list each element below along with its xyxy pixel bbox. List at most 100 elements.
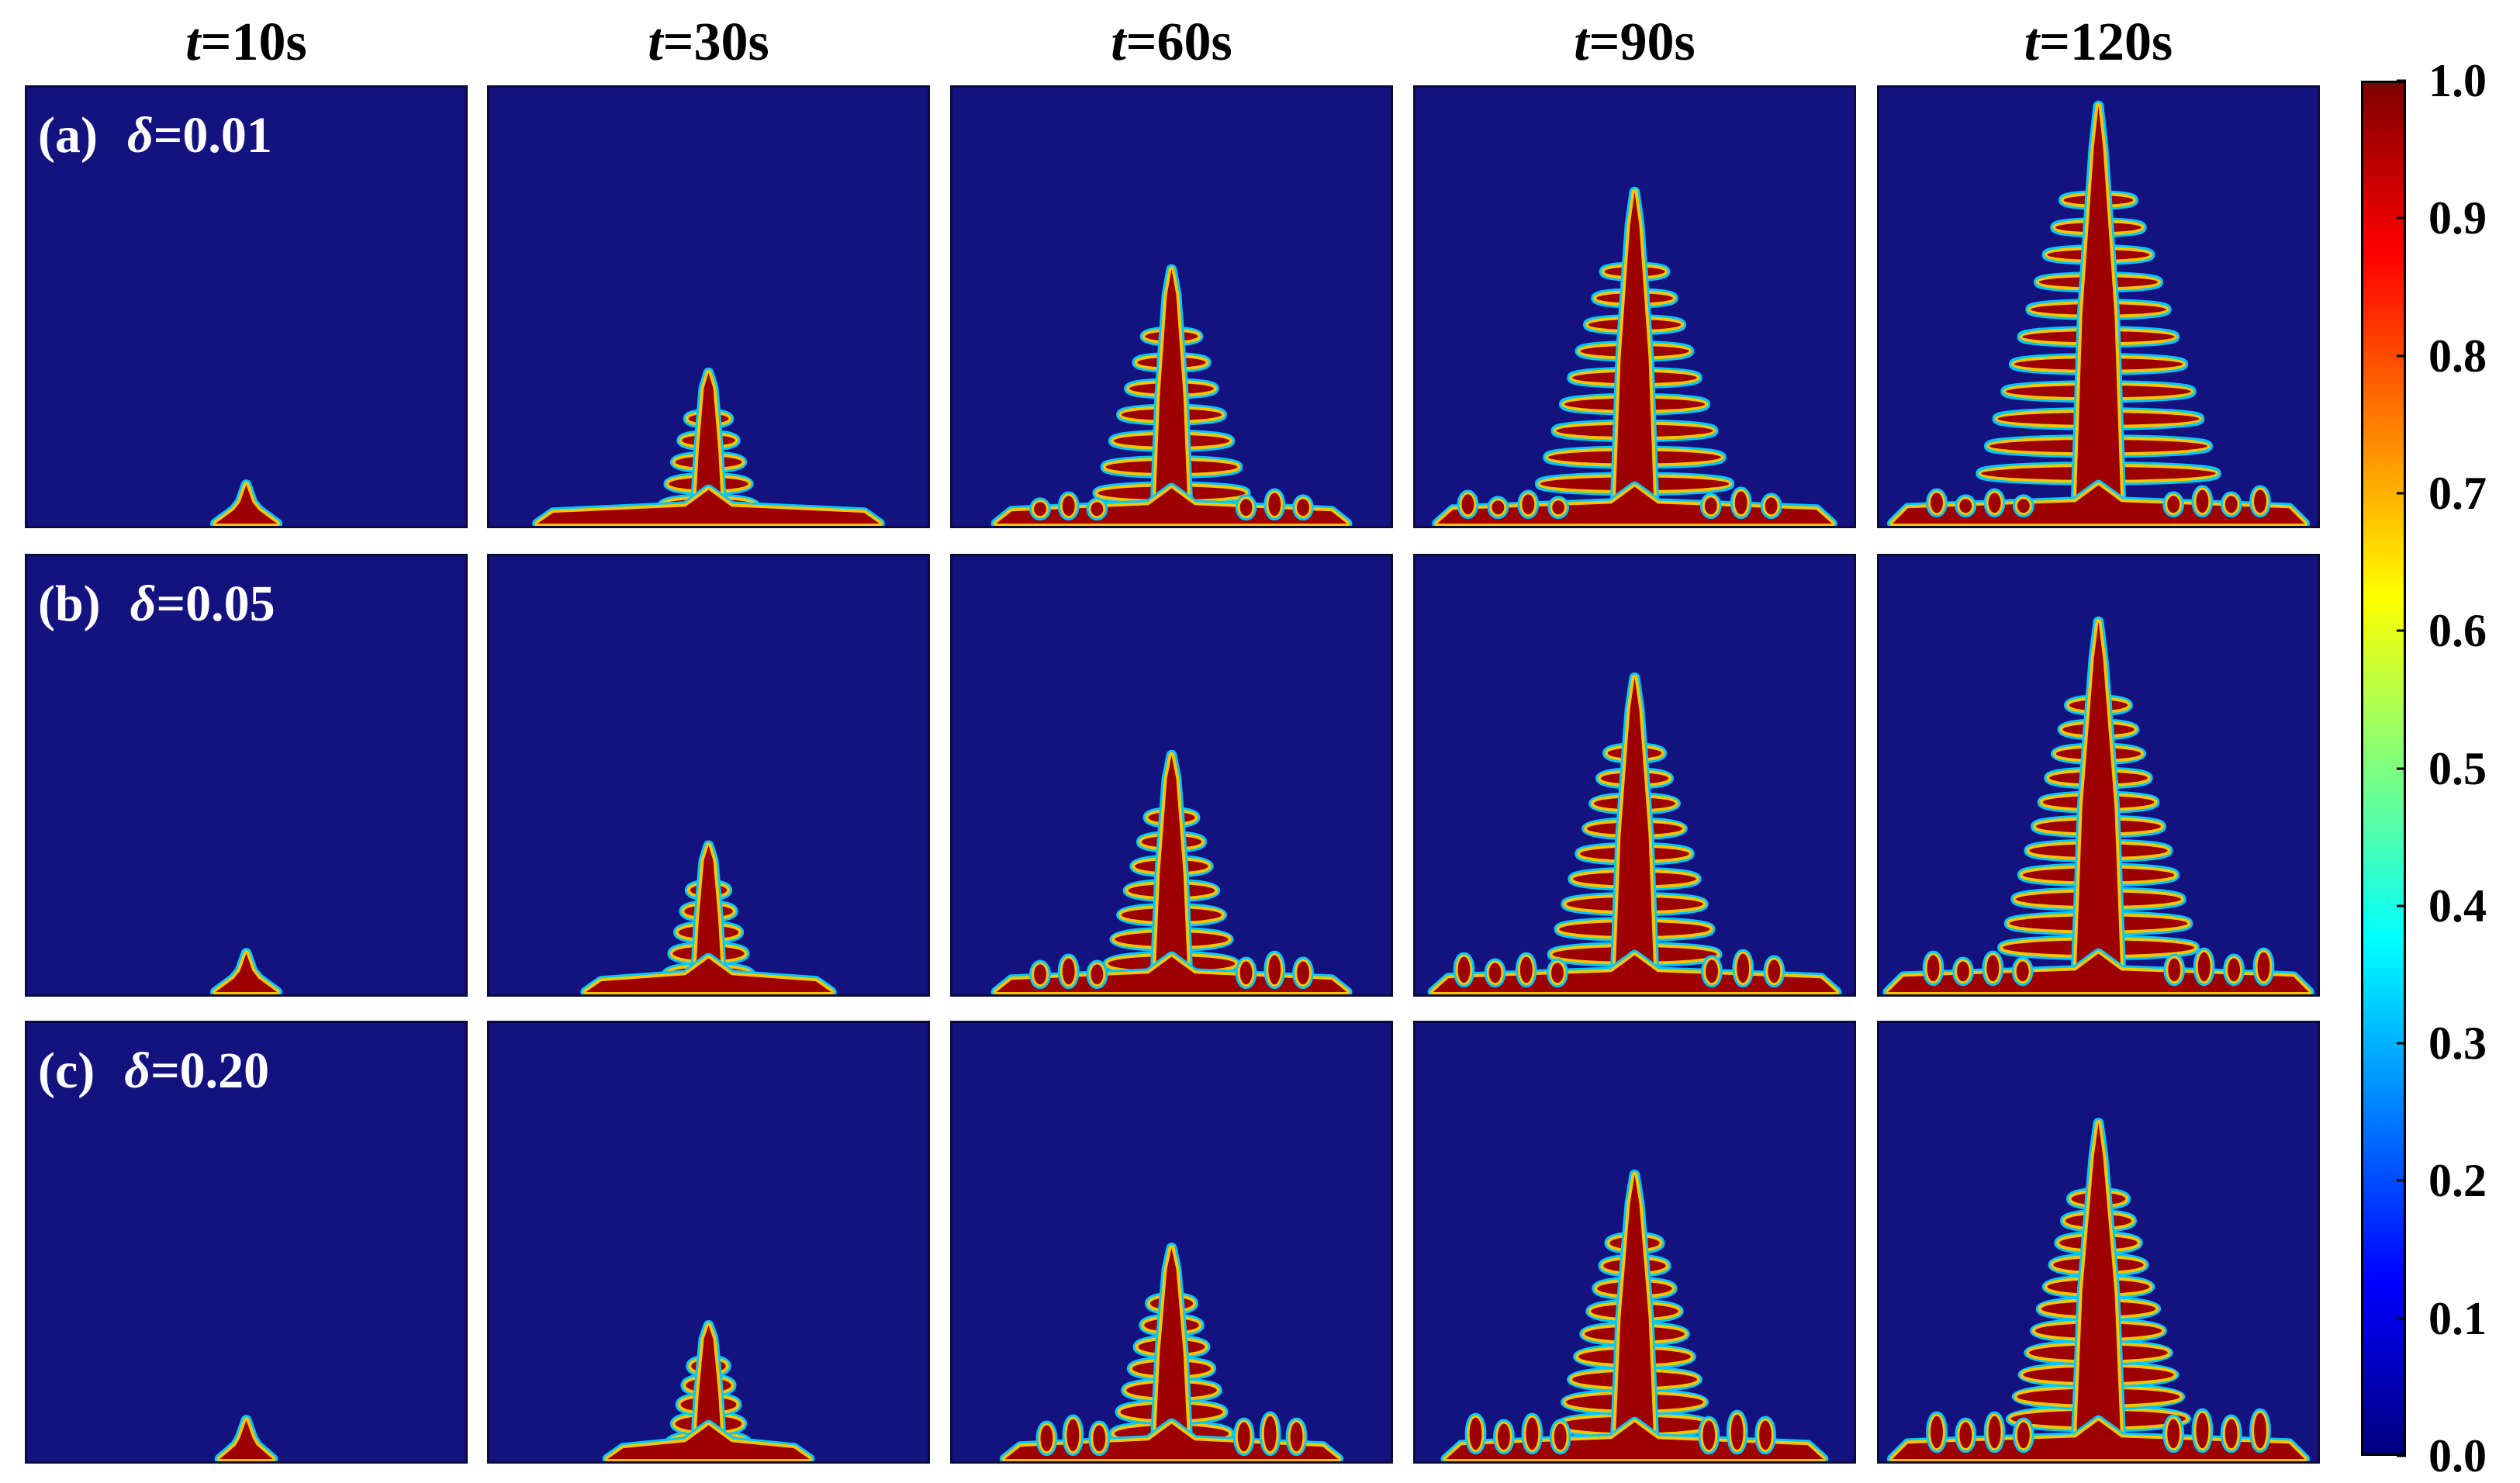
dendrite-solid bbox=[2016, 961, 2029, 982]
panel-row1-col1: (a) δ=0.01 bbox=[25, 85, 468, 528]
colorbar-tick-mark bbox=[2397, 767, 2406, 769]
dendrite-solid bbox=[996, 488, 1347, 524]
dendrite-solid bbox=[1290, 1422, 1303, 1452]
dendrite-solid bbox=[1433, 955, 1837, 993]
panel-row1-col3 bbox=[950, 85, 1393, 528]
dendrite-solid bbox=[1737, 953, 1750, 983]
panel-row2-col5 bbox=[1877, 554, 2320, 997]
dendrite-solid bbox=[220, 1420, 273, 1460]
colorbar-tick-label: 0.4 bbox=[2428, 880, 2487, 932]
phase-field-map bbox=[990, 264, 1353, 526]
colorbar-tick-mark bbox=[2397, 1179, 2406, 1182]
phase-field-map bbox=[1440, 1169, 1829, 1461]
dendrite-solid bbox=[1066, 1419, 1080, 1452]
dendrite-solid bbox=[1554, 1423, 1567, 1450]
dendrite-solid bbox=[1959, 499, 1972, 513]
time-value: =120s bbox=[2039, 12, 2173, 72]
colorbar-tick-mark bbox=[2397, 1317, 2406, 1320]
time-symbol: t bbox=[648, 12, 663, 72]
phase-field-map bbox=[1887, 100, 2310, 526]
dendrite-solid bbox=[1154, 1248, 1189, 1460]
panel-row2-col1: (b) δ=0.05 bbox=[25, 554, 468, 997]
dendrite bbox=[1432, 186, 1837, 526]
dendrite-solid bbox=[1492, 500, 1505, 515]
panel-row3-col3 bbox=[950, 1021, 1393, 1464]
row-label: (c) δ=0.20 bbox=[38, 1040, 269, 1102]
dendrite-solid bbox=[2075, 1123, 2122, 1460]
dendrite-solid bbox=[1263, 1416, 1277, 1452]
dendrite-solid bbox=[2168, 958, 2181, 982]
dendrite-solid bbox=[1488, 963, 1502, 983]
colorbar-tick-label: 0.3 bbox=[2428, 1018, 2487, 1070]
dendrite-solid bbox=[2254, 1412, 2266, 1449]
dendrite-solid bbox=[215, 953, 278, 993]
colorbar-tick-mark bbox=[2397, 354, 2406, 358]
phase-field-map bbox=[999, 1243, 1344, 1461]
dendrite-solid bbox=[1034, 964, 1046, 985]
colorbar-tick-mark bbox=[2397, 216, 2406, 220]
phase-field-map bbox=[1887, 1118, 2310, 1461]
panel-row1-col5 bbox=[1877, 85, 2320, 528]
dendrite-solid bbox=[1237, 1422, 1250, 1452]
dendrite-solid bbox=[1614, 1174, 1655, 1460]
dendrite-solid bbox=[2017, 499, 2030, 513]
colorbar-tick-label: 0.7 bbox=[2428, 467, 2487, 519]
time-value: =60s bbox=[1125, 12, 1232, 72]
dendrite-solid bbox=[1268, 955, 1281, 985]
dendrite-solid bbox=[1988, 1416, 2001, 1449]
dendrite-solid bbox=[1519, 956, 1533, 983]
dendrite-solid bbox=[586, 958, 831, 993]
dendrite-solid bbox=[1004, 1423, 1339, 1460]
time-symbol: t bbox=[185, 12, 201, 72]
dendrite bbox=[999, 1243, 1344, 1461]
dendrite-solid bbox=[1706, 959, 1718, 983]
dendrite-solid bbox=[2224, 496, 2238, 513]
delta-value: =0.01 bbox=[153, 107, 272, 164]
colorbar-tick-label: 0.5 bbox=[2428, 742, 2487, 794]
phase-field-map bbox=[532, 367, 885, 526]
dendrite-solid bbox=[2254, 489, 2266, 513]
dendrite-solid bbox=[1986, 955, 2000, 982]
delta-symbol: δ bbox=[130, 576, 157, 632]
dendrite bbox=[214, 1415, 278, 1461]
dendrite-solid bbox=[1956, 961, 1969, 982]
column-header-t30: t=30s bbox=[487, 8, 930, 78]
dendrite-solid bbox=[1988, 493, 2001, 513]
dendrite-solid bbox=[1297, 961, 1309, 985]
dendrite-solid bbox=[1927, 955, 1940, 982]
time-value: =10s bbox=[200, 12, 307, 72]
delta-value: =0.20 bbox=[150, 1042, 270, 1099]
dendrite-solid bbox=[1239, 499, 1253, 517]
dendrite-solid bbox=[996, 956, 1347, 993]
dendrite-solid bbox=[607, 1425, 810, 1460]
dendrite-solid bbox=[2167, 496, 2180, 513]
column-header-t120: t=120s bbox=[1877, 8, 2320, 78]
dendrite-solid bbox=[1268, 493, 1281, 517]
dendrite bbox=[210, 948, 282, 994]
colorbar-tick-label: 0.9 bbox=[2428, 192, 2487, 244]
panel-row3-col1: (c) δ=0.20 bbox=[25, 1021, 468, 1464]
colorbar-tick-mark bbox=[2397, 492, 2406, 495]
dendrite-solid bbox=[2228, 958, 2241, 982]
panel-row3-col2 bbox=[487, 1021, 930, 1464]
dendrite-solid bbox=[694, 372, 723, 524]
colorbar-tick-mark bbox=[2397, 1454, 2406, 1457]
column-header-t60: t=60s bbox=[950, 8, 1393, 78]
dendrite bbox=[580, 840, 837, 994]
row-tag: (a) bbox=[38, 107, 98, 164]
phase-field-map bbox=[580, 840, 837, 994]
dendrite bbox=[532, 367, 885, 526]
phase-field-map bbox=[602, 1320, 815, 1461]
dendrite bbox=[1882, 616, 2314, 994]
row-tag: (b) bbox=[38, 576, 101, 632]
phase-field-map bbox=[1882, 616, 2314, 994]
dendrite-solid bbox=[1498, 1423, 1510, 1450]
dendrite-solid bbox=[1959, 1422, 1972, 1449]
dendrite-solid bbox=[1759, 1420, 1772, 1450]
dendrite-solid bbox=[1734, 491, 1747, 515]
delta-value: =0.05 bbox=[156, 576, 275, 632]
row-label: (b) δ=0.05 bbox=[38, 573, 275, 635]
phase-field-map bbox=[210, 948, 282, 994]
dendrite-solid bbox=[1154, 755, 1189, 993]
dendrite-solid bbox=[1614, 677, 1655, 993]
